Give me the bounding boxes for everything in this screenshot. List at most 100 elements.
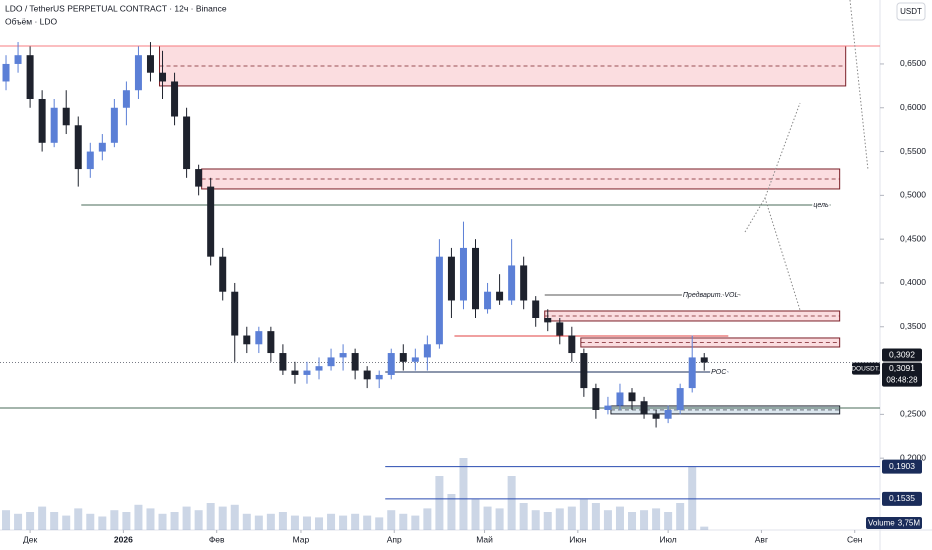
candle-body: [327, 357, 335, 367]
volume-bar: [2, 510, 11, 530]
volume-bar: [579, 499, 588, 530]
volume-bar: [242, 513, 251, 530]
y-tick-label: 0,2000: [900, 452, 926, 462]
volume-bar: [315, 517, 324, 530]
x-tick-label: Дек: [23, 534, 37, 544]
volume-bar: [603, 510, 612, 530]
volume-bar: [110, 510, 119, 530]
candle-body: [255, 331, 263, 345]
candle-body: [399, 353, 407, 362]
candle-body: [700, 357, 708, 363]
x-tick-label: Авг: [755, 534, 768, 544]
x-tick-label: Июн: [569, 534, 586, 544]
volume-bar: [158, 513, 167, 530]
volume-bar: [26, 512, 35, 530]
volume-bar: [327, 513, 336, 530]
volume-bar: [363, 515, 372, 530]
volume-bar: [591, 503, 600, 530]
candle-body: [387, 353, 395, 375]
volume-bar: [146, 508, 155, 530]
volume-bar: [483, 506, 492, 530]
candle-body: [303, 370, 311, 375]
candle-body: [459, 247, 467, 301]
y-tick-label: 0,4500: [900, 233, 926, 243]
volume-bar: [122, 512, 131, 530]
candle-body: [122, 90, 130, 108]
candle-body: [110, 107, 118, 143]
volume-bar: [507, 476, 516, 530]
candle-body: [291, 370, 299, 375]
volume-bar: [302, 516, 311, 530]
candle-body: [219, 256, 227, 292]
volume-bar: [134, 504, 143, 530]
volume-bar: [435, 476, 444, 530]
candle-body: [640, 401, 648, 415]
projection-path: [849, 0, 869, 171]
level-badge-label: 0,1903: [889, 461, 915, 471]
candle-body: [315, 366, 323, 371]
volume-bar: [50, 512, 59, 530]
volume-bar: [447, 494, 456, 530]
volume-bar: [254, 515, 263, 530]
volume-bar: [543, 512, 552, 530]
candle-body: [616, 392, 624, 406]
x-tick-label: Мар: [293, 534, 310, 544]
candle-body: [532, 300, 540, 318]
candle-body: [50, 107, 58, 143]
volume-bar: [411, 515, 420, 530]
y-tick-label: 0,6500: [900, 58, 926, 68]
volume-bar: [339, 515, 348, 530]
candle-body: [159, 72, 167, 82]
volume-badge: [866, 517, 922, 529]
volume-bar: [206, 503, 215, 530]
candle-body: [195, 169, 203, 187]
currency-label[interactable]: USDT: [900, 7, 922, 16]
candle-body: [62, 107, 70, 126]
volume-bar: [86, 513, 95, 530]
candle-body: [98, 142, 106, 152]
volume-bar: [230, 504, 239, 530]
candle-body: [592, 388, 600, 410]
volume-bar: [700, 526, 709, 530]
volume-bar: [471, 499, 480, 530]
x-tick-label: 2026: [114, 534, 133, 544]
volume-bar: [62, 515, 71, 530]
candle-body: [279, 353, 287, 371]
volume-bar: [459, 458, 468, 530]
candle-body: [243, 335, 251, 345]
candle-body: [664, 409, 672, 419]
volume-bar: [14, 513, 23, 530]
volume-bar: [98, 516, 107, 530]
candle-body: [351, 353, 359, 371]
level-badge: [882, 491, 922, 506]
candle-body: [363, 370, 371, 380]
volume-badge-value: 3,75M: [898, 519, 921, 528]
y-tick-label: 0,5500: [900, 146, 926, 156]
level-label: Предварит. VOL: [683, 291, 739, 299]
level-badge: [882, 459, 922, 474]
symbol-name-box: [852, 362, 880, 375]
volume-bar: [194, 510, 203, 530]
volume-bar: [423, 508, 432, 530]
volume-bar: [652, 508, 661, 530]
candle-body: [207, 186, 215, 257]
y-tick-label: 0,5000: [900, 190, 926, 200]
candle-body: [568, 335, 576, 354]
candle-body: [496, 291, 504, 301]
level-label: цель: [813, 202, 829, 209]
currency-button[interactable]: [896, 2, 926, 21]
volume-bar: [74, 508, 83, 530]
candle-body: [604, 405, 612, 410]
candle-body: [556, 322, 564, 336]
candle-body: [171, 81, 179, 117]
volume-bar: [170, 512, 179, 530]
candle-body: [375, 374, 383, 380]
volume-bar: [38, 506, 47, 530]
candle-body: [267, 331, 275, 354]
candle-body: [652, 414, 660, 419]
candle-body: [688, 357, 696, 389]
level-badge-label: 0,1535: [889, 493, 915, 503]
candle-body: [447, 256, 455, 301]
y-tick-label: 0,2500: [900, 409, 926, 419]
